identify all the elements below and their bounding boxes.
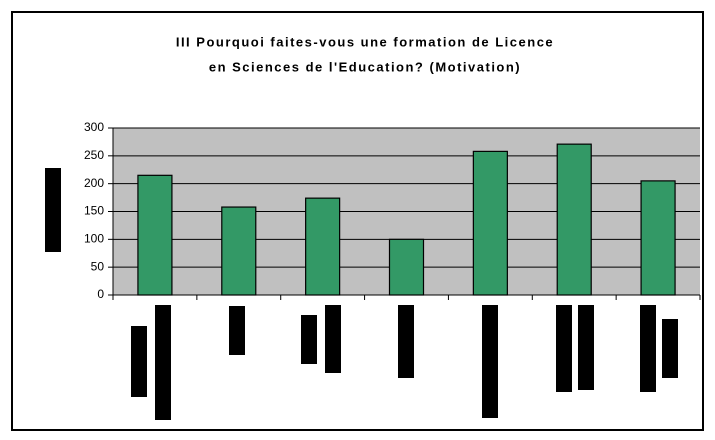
redaction	[398, 305, 414, 378]
redaction	[155, 305, 171, 420]
y-tick-label: 0	[97, 287, 104, 301]
redaction	[301, 315, 317, 364]
y-tick-label: 50	[91, 259, 105, 273]
redaction	[662, 319, 678, 378]
plot-area: 0 50 100 150 200 250 300	[84, 120, 701, 301]
bar	[221, 206, 257, 296]
redaction	[482, 305, 498, 418]
redaction	[325, 305, 341, 373]
redaction	[131, 326, 147, 397]
redaction	[229, 306, 245, 355]
bar	[137, 174, 173, 296]
bar	[388, 238, 425, 296]
y-tick-label: 250	[84, 148, 104, 162]
chart-title: en Sciences de l'Education? (Motivation)	[209, 59, 521, 74]
bar	[640, 180, 676, 296]
redaction	[578, 305, 594, 390]
y-tick-label: 100	[84, 232, 104, 246]
redaction	[640, 305, 656, 392]
redaction	[556, 305, 572, 392]
chart-title: III Pourquoi faites-vous une formation d…	[176, 34, 554, 49]
y-tick-label: 150	[84, 204, 104, 218]
redaction	[45, 168, 61, 252]
y-tick-label: 300	[84, 120, 104, 134]
bar	[472, 150, 508, 296]
bar	[556, 143, 592, 296]
y-tick-label: 200	[84, 176, 104, 190]
bar	[305, 197, 341, 296]
redactions	[45, 168, 678, 420]
